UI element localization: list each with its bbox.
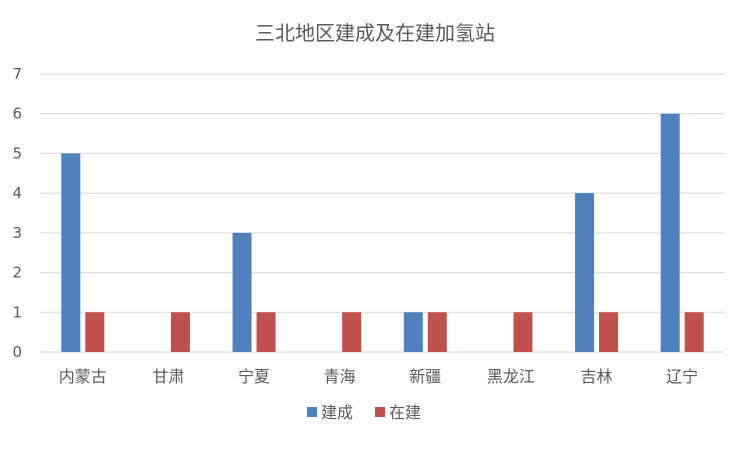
x-category-label: 新疆 [409, 367, 441, 386]
y-axis-ticks: 0 1 2 3 4 5 6 7 [12, 65, 22, 361]
legend: 建成 在建 [307, 403, 421, 422]
legend-swatch-在建 [375, 407, 385, 417]
y-tick-label: 4 [12, 184, 22, 202]
y-tick-label: 1 [12, 303, 22, 321]
x-axis-categories: 内蒙古 甘肃 宁夏 青海 新疆 黑龙江 吉林 辽宁 [59, 367, 698, 386]
x-category-label: 甘肃 [152, 367, 184, 386]
bar-建成-宁夏 [232, 232, 252, 352]
legend-swatch-建成 [307, 407, 317, 417]
y-tick-label: 3 [12, 224, 22, 242]
bar-在建-辽宁 [684, 312, 704, 352]
legend-label: 在建 [389, 403, 421, 422]
x-category-label: 吉林 [581, 367, 613, 386]
bar-在建-新疆 [427, 312, 447, 352]
x-category-label: 宁夏 [238, 367, 270, 386]
y-tick-label: 7 [12, 65, 22, 83]
bar-在建-青海 [342, 312, 362, 352]
y-tick-label: 2 [12, 264, 22, 282]
bar-建成-吉林 [575, 193, 595, 352]
y-tick-label: 6 [12, 105, 22, 123]
bar-在建-宁夏 [256, 312, 276, 352]
bar-建成-新疆 [403, 312, 423, 352]
legend-label: 建成 [321, 403, 353, 422]
bar-在建-内蒙古 [85, 312, 105, 352]
x-category-label: 青海 [324, 367, 356, 386]
y-tick-label: 5 [12, 144, 22, 162]
bar-在建-甘肃 [170, 312, 190, 352]
bar-建成-辽宁 [660, 113, 680, 352]
bar-在建-吉林 [599, 312, 619, 352]
y-tick-label: 0 [12, 343, 22, 361]
bar-在建-黑龙江 [513, 312, 533, 352]
x-category-label: 黑龙江 [487, 367, 535, 386]
bar-建成-内蒙古 [61, 153, 81, 352]
bars [61, 113, 704, 352]
chart-title: 三北地区建成及在建加氢站 [255, 21, 495, 45]
gridlines [40, 73, 725, 353]
x-category-label: 内蒙古 [59, 367, 107, 386]
x-category-label: 辽宁 [666, 367, 698, 386]
